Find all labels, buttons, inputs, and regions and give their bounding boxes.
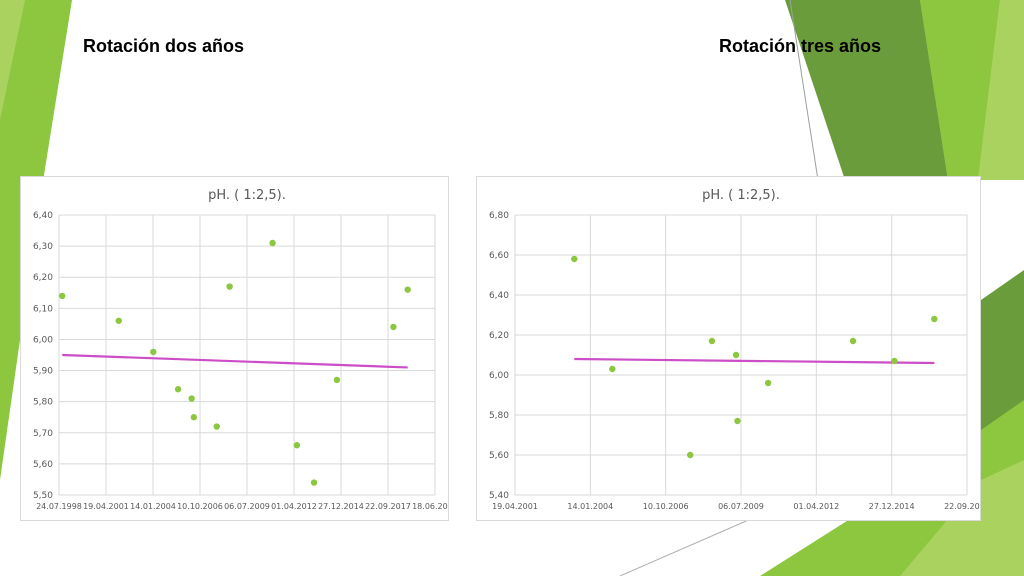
y-tick-label: 6,60 [489,251,509,261]
data-point [891,357,898,365]
y-tick-label: 6,00 [33,335,53,345]
y-tick-label: 6,40 [489,291,509,301]
data-point [269,239,276,247]
chart-ph-three-year-rotation: pH. ( 1:2,5). 5,40 5,60 5,80 6,00 6,20 6,40 6,6… [476,176,990,521]
chart-ph-two-year-rotation: pH. ( 1:2,5). 5,50 5,60 5,70 5,80 5,90 6,00 6,1… [20,176,458,521]
x-tick-label: 27.12.2014 [869,502,915,511]
left-green-stripe [0,0,72,480]
right-mid-wedge [920,0,1000,180]
y-tick-label: 6,20 [489,331,509,341]
chart-title: pH. ( 1:2,5). [702,188,780,203]
left-light-stripe [0,0,25,120]
x-tick-label: 19.04.2001 [492,502,538,511]
x-tick-label: 27.12.2014 [318,502,364,511]
data-point [115,317,122,324]
x-tick-label: 14.01.2004 [567,502,613,511]
y-tick-label: 5,60 [489,451,509,461]
data-point [390,323,397,331]
data-point [687,451,694,459]
data-point [708,337,716,345]
y-tick-label: 5,70 [33,429,53,439]
x-tick-label: 01.04.2012 [271,502,317,511]
slide-title-right: Rotación tres años [719,36,882,56]
right-edge-stripe [978,0,1024,180]
right-thin-line [789,0,819,181]
y-tick-label: 6,10 [33,304,53,314]
data-point [293,442,301,449]
data-point [571,255,578,263]
x-tick-label: 24.07.1998 [36,502,82,511]
data-point [732,351,740,359]
data-point [764,379,772,387]
x-tick-label: 19.04.2001 [83,502,129,511]
chart-title: pH. ( 1:2,5). [208,188,286,203]
x-tick-label: 01.04.2012 [793,502,839,511]
data-point [310,479,318,486]
x-tick-label: 18.06.2020 [412,502,448,511]
chart-svg-left: pH. ( 1:2,5). 5,50 5,60 5,70 5,80 5,90 6,00 6,1… [33,188,458,511]
x-tick-label: 06.07.2009 [718,502,764,511]
y-tick-label: 5,40 [489,491,509,501]
y-tick-label: 5,90 [33,367,53,377]
data-point [213,423,220,430]
slide-title-left: Rotación dos años [83,36,245,56]
y-tick-label: 6,30 [33,242,53,252]
x-tick-label: 22.09.2017 [944,502,980,511]
y-tick-label: 5,60 [33,460,53,470]
data-point [150,348,157,356]
data-point [609,365,616,373]
x-tick-label: 22.09.2017 [365,502,411,511]
trendline [574,357,935,365]
chart-svg-right: pH. ( 1:2,5). 5,40 5,60 5,80 6,00 6,20 6,40 6,6… [489,188,990,511]
bottom-thin-line [619,514,761,576]
y-tick-label: 5,80 [489,411,509,421]
x-tick-label: 10.10.2006 [177,502,223,511]
data-point [404,286,411,293]
x-tick-label: 10.10.2006 [643,502,689,511]
x-tick-label: 06.07.2009 [224,502,270,511]
y-tick-label: 6,80 [489,211,509,221]
trendline [62,353,408,369]
data-point [931,315,938,323]
y-tick-label: 5,80 [33,398,53,408]
y-tick-label: 6,00 [489,371,509,381]
data-point [190,414,198,421]
y-tick-label: 6,20 [33,273,53,283]
y-tick-label: 6,40 [33,211,53,221]
data-point [174,386,182,393]
data-point [333,376,341,384]
data-point [734,417,741,425]
x-tick-label: 14.01.2004 [130,502,176,511]
y-tick-label: 5,50 [33,491,53,501]
data-point [226,283,233,290]
data-point [849,337,857,345]
data-point [59,292,66,300]
right-dark-wedge [785,0,948,180]
data-point [188,395,195,402]
